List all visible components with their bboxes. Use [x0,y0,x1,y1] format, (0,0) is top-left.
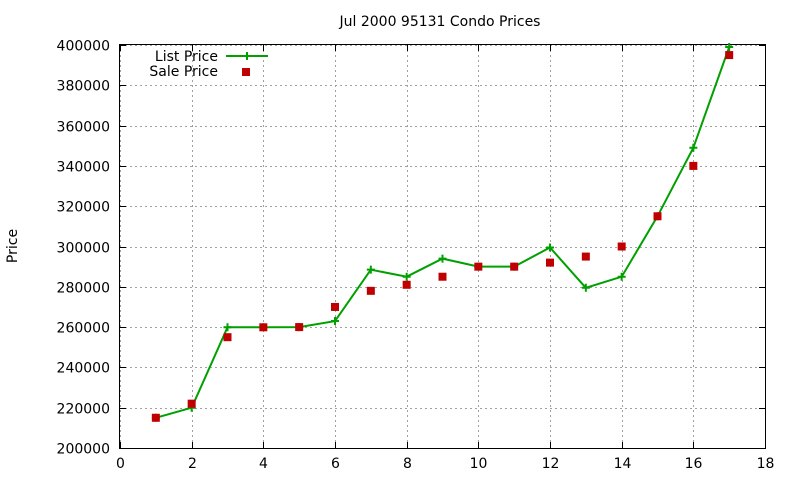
sale-price-point [581,252,590,261]
list-price-point [725,43,734,52]
list-price-point [581,283,590,292]
legend-swatches [226,52,268,76]
y-tick-label: 340000 [57,160,110,176]
sale-price-point [295,323,304,332]
y-tick-label: 240000 [57,361,110,377]
sale-price-point [187,399,196,408]
legend-label-list-price: List Price [155,49,218,65]
legend-marker-list-price [243,52,251,60]
list-price-point [617,272,626,281]
y-tick-label: 300000 [57,241,110,257]
y-tick-label: 220000 [57,402,110,418]
x-tick-label: 8 [403,456,412,472]
list-price-point [331,317,339,326]
x-tick-label: 6 [331,456,340,472]
x-tick-label: 16 [685,456,703,472]
sale-price-point [653,212,662,221]
x-tick-label: 12 [542,456,560,472]
y-tick-label: 400000 [57,39,110,55]
sale-price-point [617,242,626,251]
x-tick-label: 2 [188,456,197,472]
sale-price-point [474,262,483,271]
y-tick-label: 200000 [57,442,110,458]
sale-price-point [725,51,734,60]
series-layer [151,43,734,422]
sale-price-point [366,286,375,295]
x-tick-label: 18 [757,456,775,472]
legend-label-sale-price: Sale Price [149,64,218,80]
legend-swatch-sale-price [242,68,250,76]
y-tick-label: 260000 [57,321,110,337]
list-price-point [402,272,411,281]
plot-frame [119,44,766,449]
y-tick-label: 360000 [57,120,110,136]
sale-price-point [223,333,232,342]
sale-price-point [546,258,554,267]
x-tick-label: 4 [259,456,268,472]
sale-price-point [331,302,339,311]
list-price-point [546,243,554,252]
sale-price-point [259,323,268,332]
sale-price-point [510,262,519,271]
sale-price-point [402,280,411,289]
sale-price-point [438,272,447,281]
x-tick-label: 10 [470,456,488,472]
x-tick-label: 14 [614,456,632,472]
y-tick-label: 320000 [57,200,110,216]
list-price-point [689,143,698,152]
sale-price-point [151,413,160,422]
list-price-point [438,254,447,263]
grid-layer [120,45,766,449]
chart-title: Jul 2000 95131 Condo Prices [339,14,541,30]
ticks-layer: 0 2 4 6 8 10 12 14 16 18 200000 220000 240000 260000 2… [57,39,775,473]
list-price-point [366,265,375,274]
legend: List Price Sale Price [149,49,268,80]
sale-price-point [689,161,698,170]
x-tick-label: 0 [116,456,125,472]
list-price-point [223,323,232,332]
list-price-line [155,46,731,419]
y-tick-label: 380000 [57,79,110,95]
y-tick-label: 280000 [57,281,110,297]
y-axis-label: Price [5,229,21,263]
